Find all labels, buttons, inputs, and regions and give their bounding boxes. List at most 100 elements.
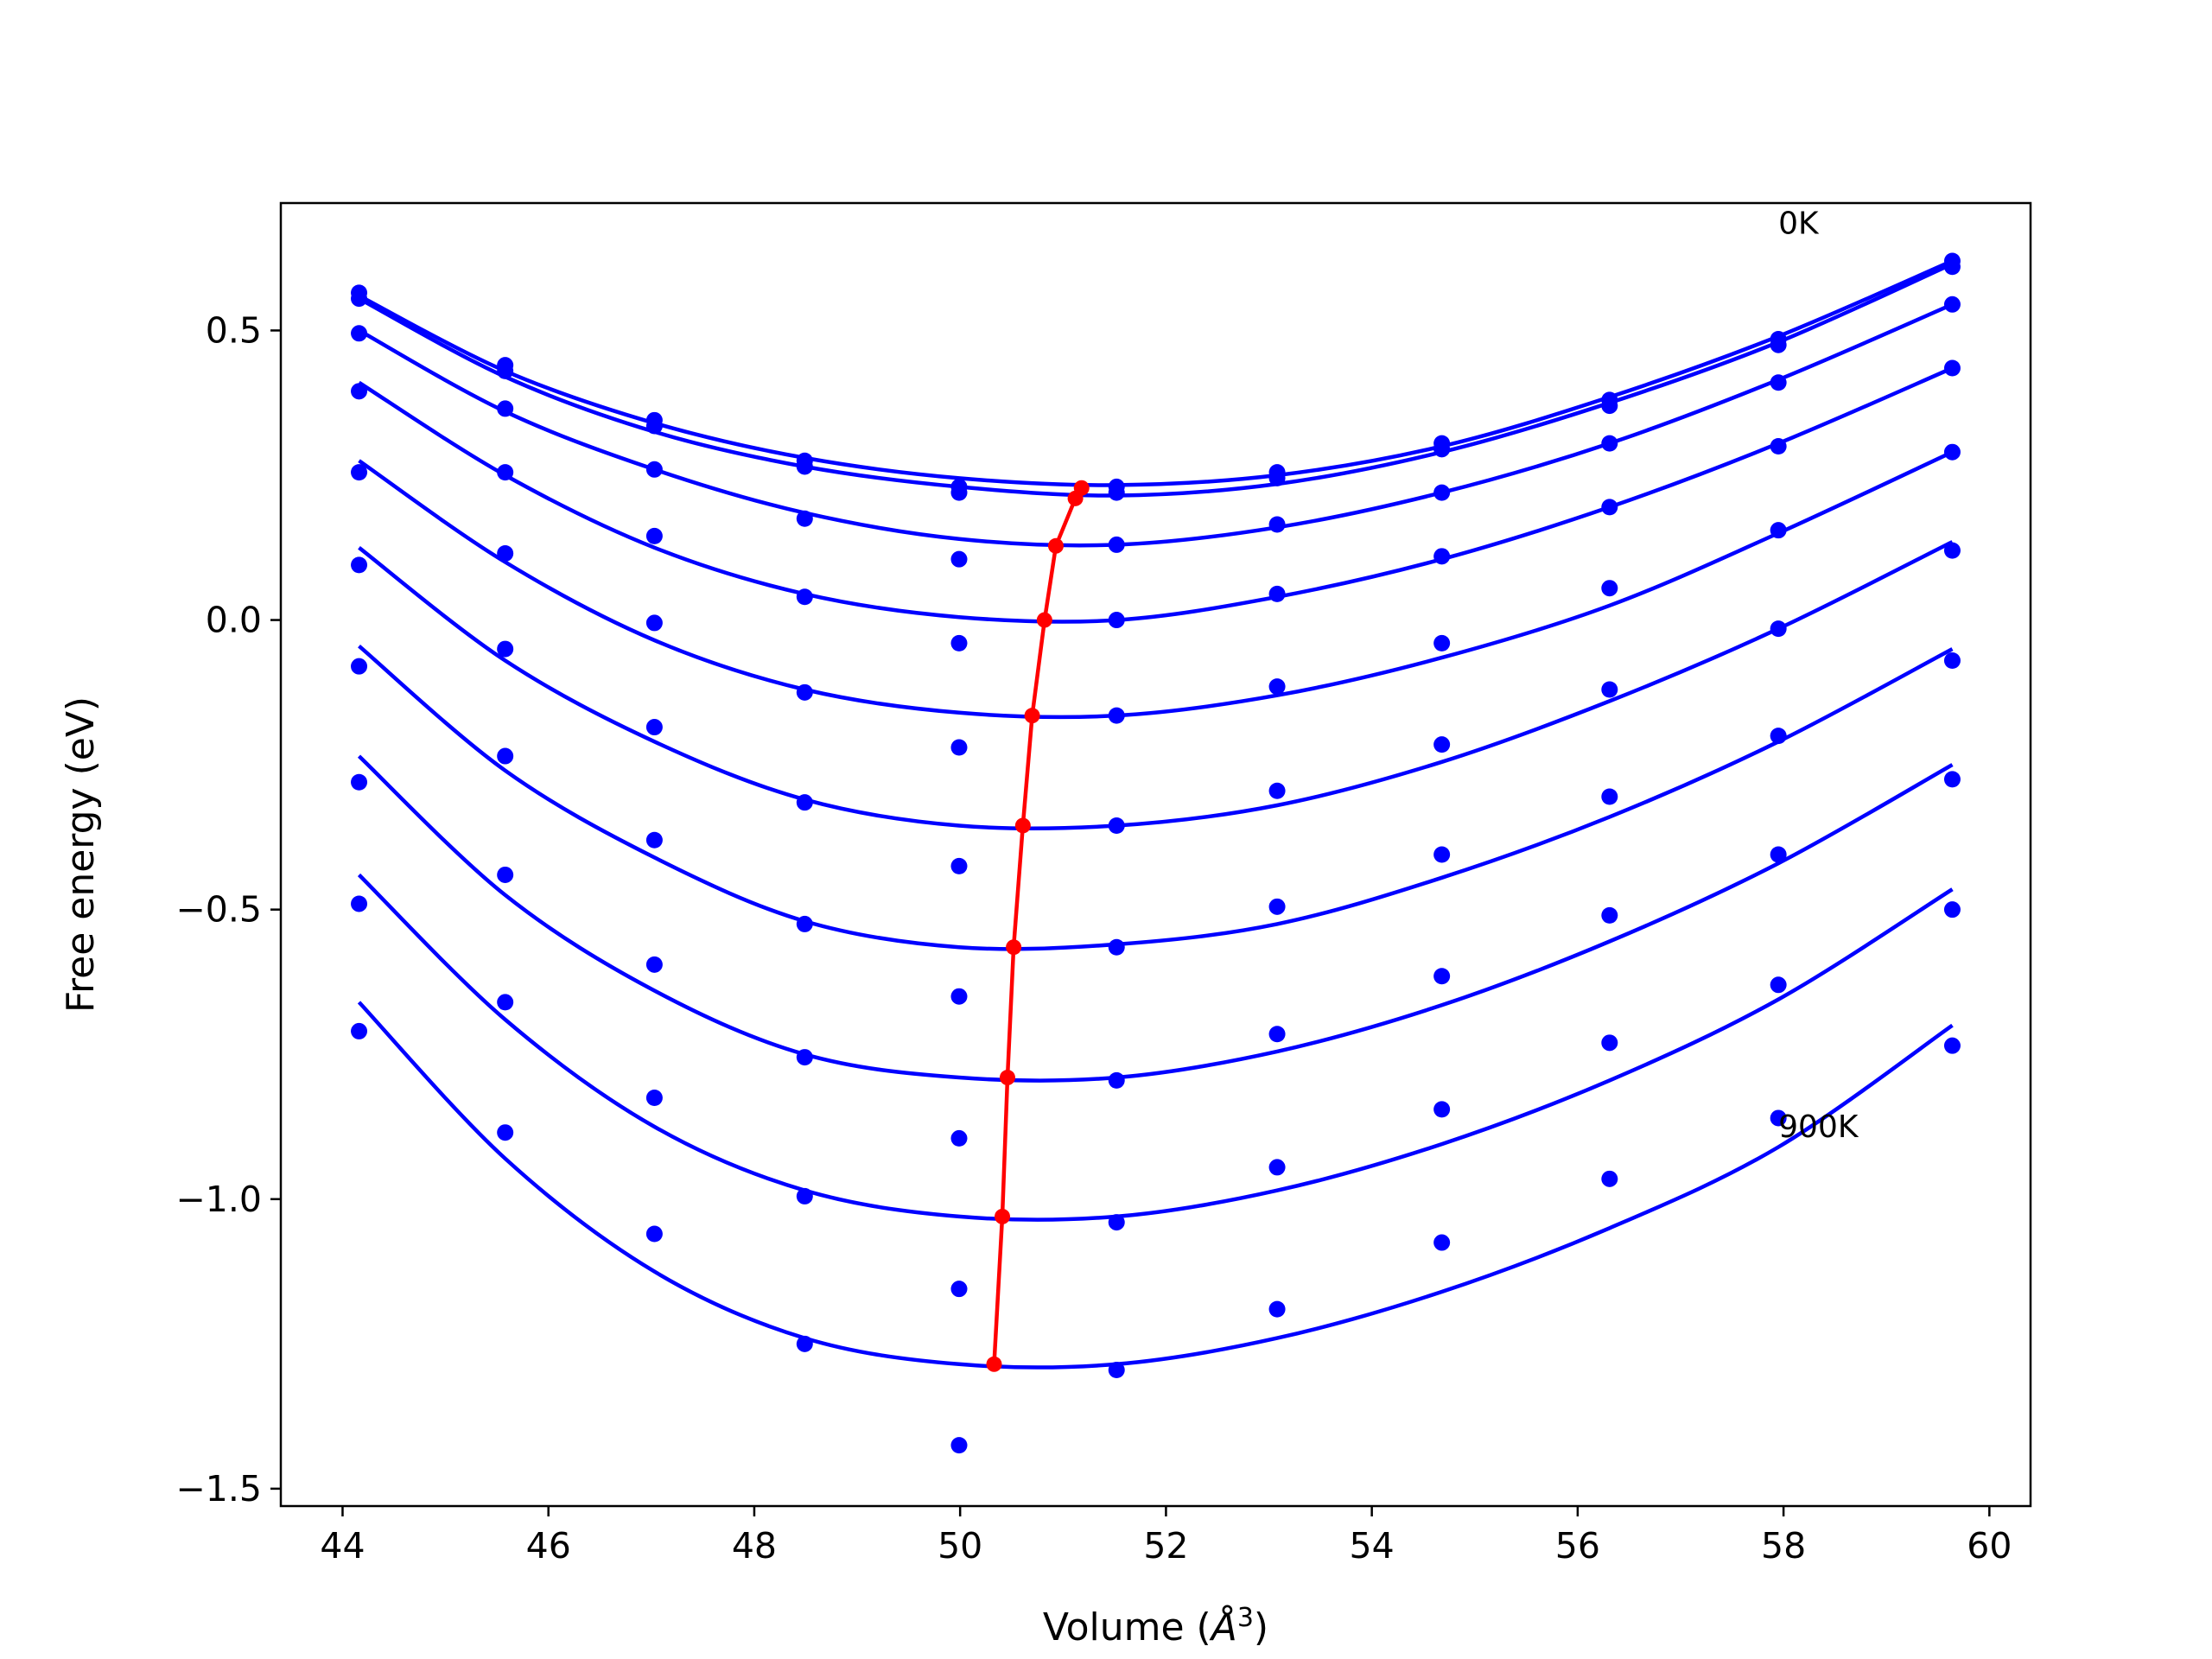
series-3-point-1 [497,464,514,481]
series-8-point-6 [1268,1159,1286,1176]
series-7-point-8 [1601,906,1618,924]
y-tick-label-0: −1.5 [175,1468,262,1510]
series-6-point-1 [497,747,514,765]
plot-frame [279,201,2032,1508]
series-1-point-7 [1433,441,1451,458]
series-4-point-6 [1268,678,1286,696]
plot-area [351,252,1961,1454]
series-3 [351,359,1961,652]
series-1-point-9 [1770,336,1787,353]
minima-point-9 [986,1356,1002,1372]
series-8-point-5 [1108,1214,1125,1231]
minima-point-4 [1024,708,1040,724]
y-tick-label-2: −0.5 [175,889,262,931]
series-2-point-10 [1943,296,1961,313]
series-3-point-3 [796,588,813,606]
series-4-point-1 [497,544,514,562]
series-1-point-4 [950,484,968,501]
series-9-point-1 [497,1124,514,1141]
series-6-point-4 [950,988,968,1005]
x-tick-label-3: 50 [938,1525,982,1567]
x-axis-label: Volume (Å3) [1043,1603,1268,1649]
series-9-point-5 [1108,1361,1125,1378]
annotations: 0K 900K [1778,206,1859,1145]
series-8-point-4 [950,1281,968,1298]
series-9-point-8 [1601,1170,1618,1187]
series-8-point-1 [497,994,514,1011]
series-5-point-0 [351,556,368,574]
annotation-900k: 900K [1778,1109,1859,1145]
series-8-point-0 [351,895,368,912]
y-tick-label-3: 0.0 [206,600,262,641]
series-7-point-2 [645,956,663,973]
series-4-point-4 [950,739,968,756]
minima-line [992,486,1084,1364]
series-9-point-10 [1943,1037,1961,1054]
x-tick-label-4: 52 [1143,1525,1188,1567]
series-8-point-10 [1943,901,1961,918]
series-6-point-9 [1770,728,1787,745]
series-3-point-4 [950,634,968,652]
series-4-point-8 [1601,580,1618,597]
series-7 [351,754,1961,1147]
x-axis-label-suffix: ) [1254,1605,1268,1649]
series-6-point-10 [1943,652,1961,669]
series-5 [351,540,1961,874]
x-axis-label-prefix: Volume ( [1043,1605,1211,1649]
minima-point-5 [1014,817,1031,834]
series-2-point-0 [351,325,368,342]
series-3-point-5 [1108,612,1125,629]
series-3-point-10 [1943,359,1961,377]
series-3-point-0 [351,383,368,400]
series-1-point-2 [645,417,663,435]
series-1-point-0 [351,290,368,308]
minima-point-7 [999,1070,1015,1086]
minima-point-6 [1006,939,1022,956]
series-3-point-9 [1770,437,1787,454]
series-1-point-3 [796,458,813,475]
series-4-point-5 [1108,707,1125,724]
series-6-point-8 [1601,788,1618,805]
minima-point-1 [1067,490,1084,506]
series-1-point-1 [497,362,514,379]
series-4-point-3 [796,683,813,701]
series-3-point-7 [1433,548,1451,565]
series-5-point-6 [1268,782,1286,799]
series-9-point-4 [950,1437,968,1454]
x-axis-label-exponent: 3 [1237,1603,1254,1633]
series-8-point-7 [1433,1101,1451,1118]
series-8-point-2 [645,1089,663,1106]
series-9-point-7 [1433,1234,1451,1251]
series-7-point-0 [351,773,368,791]
series-8-point-9 [1770,976,1787,994]
x-tick-label-8: 60 [1967,1525,2012,1567]
series-6-point-3 [796,915,813,932]
series-3-point-8 [1601,499,1618,516]
series-6-point-0 [351,658,368,675]
x-axis-label-symbol: Å [1209,1604,1237,1649]
series-6-point-2 [645,831,663,849]
series-7-point-4 [950,1129,968,1147]
series-4-point-0 [351,464,368,481]
series-2-point-1 [497,400,514,417]
series-1-point-8 [1601,397,1618,415]
series-9 [351,1001,1961,1454]
series-2 [351,296,1961,568]
series-4-point-9 [1770,522,1787,539]
series-6-point-5 [1108,938,1125,956]
series-4 [351,443,1961,756]
x-tick-label-7: 58 [1761,1525,1806,1567]
series-6-point-7 [1433,846,1451,863]
series-4-point-10 [1943,443,1961,461]
series-2-point-2 [645,461,663,478]
series-8 [351,873,1961,1298]
series-3-point-2 [645,527,663,544]
y-tick-label-4: 0.5 [206,309,262,351]
series-2-point-8 [1601,435,1618,452]
series-7-point-9 [1770,846,1787,863]
series-1-point-5 [1108,484,1125,501]
series-1-point-6 [1268,469,1286,486]
series-5-point-9 [1770,620,1787,638]
series-2-point-6 [1268,516,1286,533]
